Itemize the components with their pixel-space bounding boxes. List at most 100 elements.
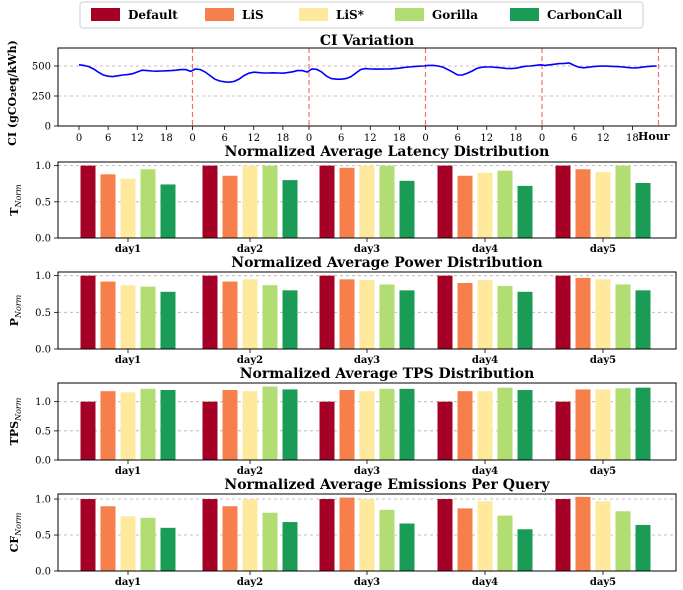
panel-title: Normalized Average Emissions Per Query xyxy=(224,477,550,493)
bar xyxy=(100,506,116,571)
x-tick-label: 12 xyxy=(247,133,260,144)
bar xyxy=(615,511,631,571)
ci-line xyxy=(78,62,657,84)
bar xyxy=(575,389,591,460)
bar xyxy=(555,499,571,571)
bar xyxy=(497,170,513,238)
bar xyxy=(555,401,571,460)
bar xyxy=(635,387,651,460)
bar xyxy=(379,165,395,238)
bar xyxy=(140,517,156,571)
x-tick-label: 0 xyxy=(76,133,82,144)
bar xyxy=(120,392,136,460)
bar xyxy=(202,275,218,349)
bar xyxy=(319,401,335,460)
x-tick-label: day1 xyxy=(115,577,141,588)
bar xyxy=(160,527,176,571)
bar xyxy=(140,388,156,460)
bar xyxy=(477,280,493,349)
x-tick-label: day2 xyxy=(237,355,263,366)
x-tick-label: day5 xyxy=(590,244,616,255)
panel-title: Normalized Average Latency Distribution xyxy=(225,144,550,160)
y-tick-label: 500 xyxy=(32,62,51,73)
y-tick-label: 1.0 xyxy=(35,495,51,506)
x-tick-label: 12 xyxy=(364,133,377,144)
x-tick-label: 0 xyxy=(306,133,312,144)
bar xyxy=(242,499,258,571)
bar xyxy=(359,165,375,238)
y-tick-label: 0.5 xyxy=(35,197,51,208)
bar xyxy=(80,499,96,571)
x-tick-label: day4 xyxy=(472,466,498,477)
bar xyxy=(319,275,335,349)
legend-item: LiS xyxy=(205,8,264,22)
x-tick-label: 18 xyxy=(510,133,523,144)
legend-swatch xyxy=(510,8,539,21)
bar xyxy=(262,512,278,571)
bar xyxy=(282,389,298,460)
x-tick-label: 18 xyxy=(626,133,639,144)
bar xyxy=(140,169,156,238)
y-tick-label: 0.0 xyxy=(35,345,51,356)
bar xyxy=(120,516,136,571)
x-tick-label: 6 xyxy=(105,133,111,144)
plot-frame xyxy=(57,47,677,127)
bar xyxy=(497,387,513,460)
x-tick-label: day5 xyxy=(590,577,616,588)
x-tick-label: 18 xyxy=(277,133,290,144)
x-tick-label: 0 xyxy=(422,133,428,144)
bar xyxy=(242,165,258,238)
bar xyxy=(437,275,453,349)
x-tick-label: 6 xyxy=(571,133,577,144)
bar xyxy=(282,522,298,571)
x-tick-label: day2 xyxy=(237,577,263,588)
bar xyxy=(160,390,176,460)
bar xyxy=(477,501,493,571)
bar xyxy=(100,174,116,238)
y-tick-label: 0.0 xyxy=(35,567,51,578)
panel-title: CI Variation xyxy=(320,33,414,49)
x-tick-label: day1 xyxy=(115,355,141,366)
bar xyxy=(399,523,415,571)
legend-swatch xyxy=(395,8,424,21)
plot-frame xyxy=(57,493,677,572)
x-tick-label: 0 xyxy=(539,133,545,144)
bar-panel: Normalized Average Emissions Per Query 0.… xyxy=(8,477,677,588)
bar xyxy=(615,165,631,238)
chart-panels: CI Variation 0 250 500 0 6 12 18 0 6 12 18 0 6 12 18 0 6 1… xyxy=(6,33,677,588)
x-tick-label: 12 xyxy=(131,133,144,144)
legend-item: Gorilla xyxy=(395,8,478,22)
bar xyxy=(222,175,238,238)
bar-panel: Normalized Average Latency Distribution 0… xyxy=(8,144,677,255)
y-tick-label: 1.0 xyxy=(35,161,51,172)
bar xyxy=(379,388,395,460)
legend-swatch xyxy=(205,8,234,21)
legend-swatch xyxy=(91,8,120,21)
bar xyxy=(100,391,116,460)
y-tick-label: 250 xyxy=(32,92,51,103)
bar xyxy=(615,388,631,460)
bar xyxy=(282,290,298,349)
x-tick-label: day1 xyxy=(115,244,141,255)
bar xyxy=(339,279,355,349)
bar xyxy=(457,283,473,349)
x-tick-label: day5 xyxy=(590,466,616,477)
bar xyxy=(319,499,335,571)
bar xyxy=(120,285,136,349)
bar xyxy=(595,279,611,349)
panel-title: Normalized Average Power Distribution xyxy=(231,255,542,271)
bar xyxy=(242,391,258,460)
y-tick-label: 0.0 xyxy=(35,234,51,245)
bar xyxy=(615,284,631,349)
bar xyxy=(575,169,591,238)
legend-label: LiS* xyxy=(336,8,365,22)
x-tick-label: day4 xyxy=(472,355,498,366)
bar xyxy=(517,185,533,238)
y-axis-label: PNorm xyxy=(8,294,23,326)
legend-label: LiS xyxy=(242,8,264,22)
y-axis-label: TNorm xyxy=(8,184,23,216)
bar xyxy=(457,175,473,238)
x-tick-label: day3 xyxy=(354,466,380,477)
y-tick-label: 0.5 xyxy=(35,426,51,437)
bar xyxy=(635,182,651,238)
